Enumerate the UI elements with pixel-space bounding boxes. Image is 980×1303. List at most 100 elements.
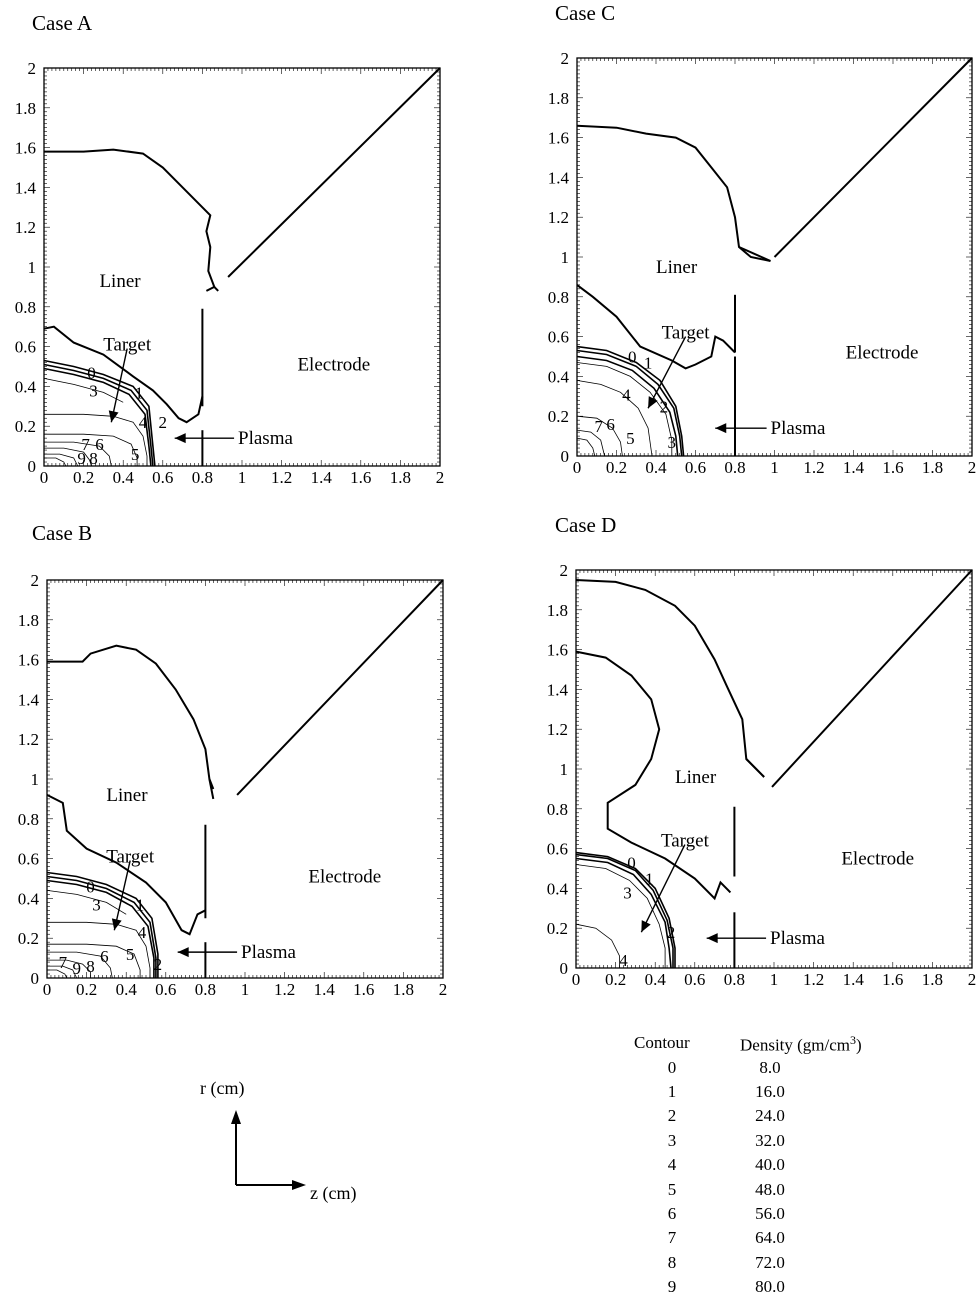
x-tick-label: 1.8 [922,458,943,477]
target-arrow-head-icon [108,410,119,423]
plasma-arrow-head-icon [715,423,727,434]
legend-density-value: 32.0 [755,1130,785,1150]
region-label-plasma: Plasma [241,942,296,963]
electrode-stub [213,286,219,292]
region-label-target: Target [661,831,710,852]
contour-label: 3 [92,895,101,914]
contour-label: 4 [619,951,628,970]
y-tick-label: 0 [28,457,37,476]
x-tick-label: 2 [968,458,977,477]
liner-inner-boundary [46,794,206,936]
region-label-electrode: Electrode [308,867,381,888]
contour-label: 2 [667,923,676,942]
x-tick-label: 0.8 [724,970,745,989]
y-tick-label: 1.6 [548,129,569,148]
y-tick-label: 2 [560,561,569,580]
target-arrow [640,844,686,933]
legend-density-value: 64.0 [755,1228,785,1248]
x-tick-label: 1.6 [353,980,374,999]
y-tick-label: 1.4 [548,168,570,187]
density-contour-1 [575,853,674,968]
y-tick-label: 1.2 [18,730,39,749]
panel-case-a: Case A 0 0.2 0.4 0.6 0.8 1 1.2 1.4 1.6 1.8 2 0 0.2 0.4… [15,11,445,487]
legend-density-value: 56.0 [755,1204,785,1223]
legend-contour-id: 1 [667,1082,677,1102]
contour-label: 3 [89,381,98,400]
y-tick-label: 0.2 [547,919,568,938]
legend-contour-id: 5 [667,1179,677,1199]
electrode-stub [738,246,771,262]
y-tick-label: 0.6 [15,338,36,357]
panel-title: Case C [555,1,615,25]
y-tick-label: 1.6 [15,139,36,158]
contour-label: 8 [89,449,98,468]
legend-density-value: 8.0 [759,1057,781,1077]
y-tick-label: 1.8 [547,601,568,620]
panel-title: Case B [32,521,92,545]
density-contour-1 [43,363,154,467]
electrode-diagonal [227,67,441,278]
y-tick-label: 0.8 [18,810,39,829]
panel-case-b: Case B 0 0.2 0.4 0.6 0.8 1 1.2 1.4 1.6 1.8 2 0 0.2 0.4… [18,521,448,999]
contour-label: 7 [594,417,603,436]
x-tick-label: 1.4 [311,468,333,487]
density-contour-4 [47,921,151,978]
density-contour-6 [47,951,113,979]
x-tick-label: 1 [241,980,250,999]
y-tick-label: 0.6 [547,840,568,859]
contour-label: 0 [87,363,96,382]
x-tick-label: 2 [968,970,977,989]
legend-density-value: 24.0 [755,1106,785,1126]
x-tick-label: 1.2 [274,980,295,999]
contour-label: 1 [136,895,145,914]
region-label-target: Target [662,323,711,344]
y-tick-label: 0 [31,969,40,988]
z-axis-label: z (cm) [310,1183,356,1204]
x-tick-label: 0.2 [73,468,94,487]
x-tick-label: 1.2 [803,458,824,477]
contour-label: 9 [72,959,81,978]
region-label-electrode: Electrode [297,355,370,376]
panel-title: Case A [32,11,93,35]
y-tick-label: 0.4 [18,889,40,908]
contour-label: 5 [126,945,135,964]
contour-label: 4 [622,385,631,404]
x-tick-label: 0.6 [685,458,706,477]
target-arrow-head-icon [111,918,122,931]
legend-density-value: 80.0 [755,1277,785,1297]
y-tick-label: 2 [31,571,40,590]
region-label-liner: Liner [675,767,717,788]
x-tick-label: 1.6 [882,458,903,477]
density-contour-7 [47,959,91,978]
density-contour-0 [575,851,676,968]
y-tick-label: 0.2 [15,417,36,436]
x-tick-label: 1.2 [803,970,824,989]
target-arrow-head-icon [641,920,651,933]
x-tick-label: 1.4 [843,458,865,477]
density-contour-2 [576,355,679,457]
x-tick-label: 0.2 [606,458,627,477]
density-contour-0 [46,871,159,978]
liner-outer-boundary [575,579,765,778]
electrode-stub [208,778,215,800]
x-tick-label: 0.8 [192,468,213,487]
contour-label: 0 [86,877,95,896]
y-tick-label: 1.4 [18,690,40,709]
electrode-diagonal [773,57,973,258]
liner-outer-boundary [576,124,771,262]
contour-label: 1 [645,869,654,888]
density-contour-0 [43,359,156,467]
contour-label: 2 [154,955,163,974]
liner-outer-boundary [47,644,215,790]
density-contour-6 [44,441,112,467]
plasma-arrow-head-icon [177,947,189,958]
y-tick-label: 1.2 [15,218,36,237]
legend-row: 9 80.0 [634,1275,934,1299]
y-tick-label: 1.6 [18,651,39,670]
contour-label: 0 [628,348,637,367]
contour-label: 6 [100,947,109,966]
y-tick-label: 1.4 [547,680,569,699]
y-tick-label: 0.6 [548,328,569,347]
y-tick-label: 0.8 [547,800,568,819]
